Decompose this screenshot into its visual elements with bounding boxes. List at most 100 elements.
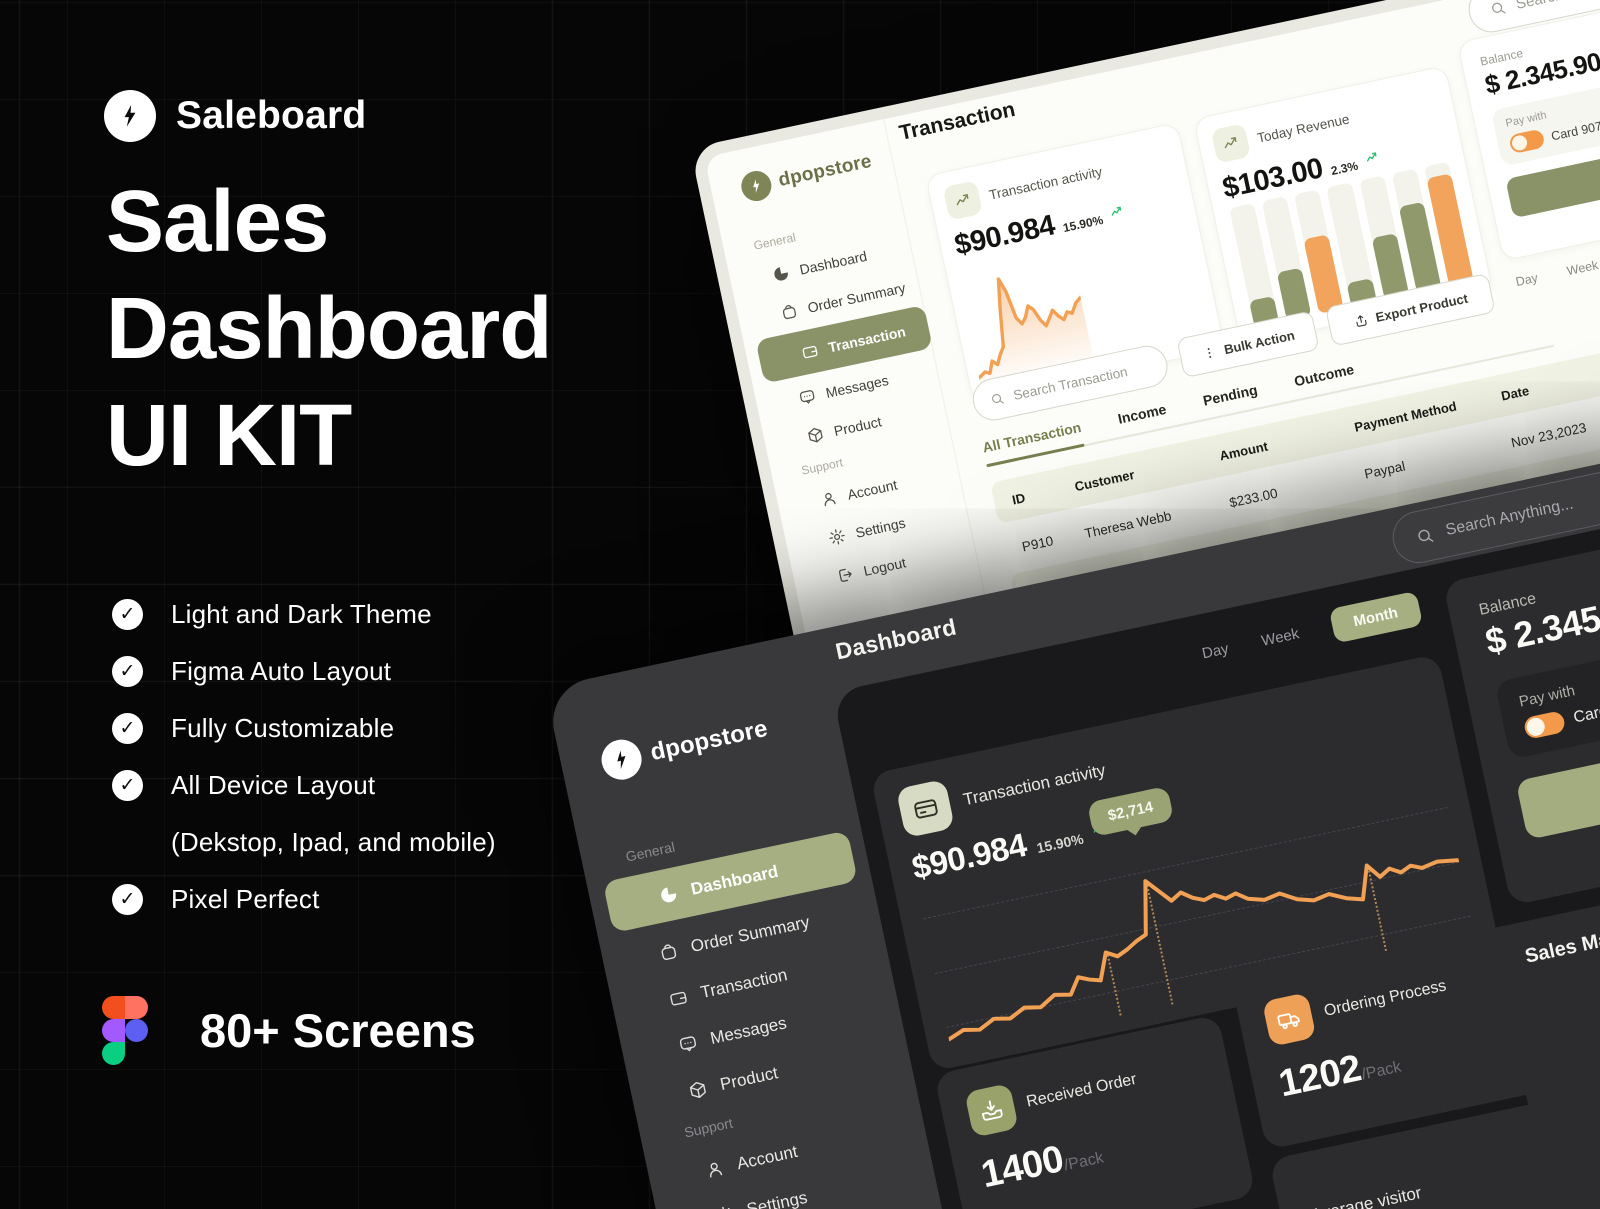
sidebar-item-order-summary[interactable]: Order Summary (747, 265, 923, 339)
store-name: dpopstore (648, 714, 771, 767)
user-icon (703, 1157, 727, 1181)
feature-item: (Dekstop, Ipad, and mobile) (112, 814, 496, 871)
sidebar-item-label: Messages (824, 371, 890, 401)
feature-item: ✓ Figma Auto Layout (112, 643, 496, 700)
period-month[interactable]: Month (1328, 590, 1423, 644)
search-input[interactable]: Search Anything... (1464, 0, 1600, 37)
sidebar-item-account[interactable]: Account (787, 452, 963, 526)
hero-title-line3: UI KIT (106, 387, 352, 484)
column-header-id: ID (1010, 489, 1027, 508)
period-week[interactable]: Week (1259, 625, 1301, 650)
main-content: DayWeekMonthYear Transaction activity $9… (832, 434, 1600, 1209)
bulk-action-label: Bulk Action (1222, 327, 1296, 357)
ordering-process-card: Ordering Process 1202 /Pack (1231, 921, 1561, 1151)
search-icon (988, 390, 1006, 408)
figma-icon (102, 996, 148, 1065)
tab-pending[interactable]: Pending (1201, 381, 1259, 409)
hero-title: Sales Dashboard UI KIT (106, 168, 552, 489)
feature-label: Pixel Perfect (171, 884, 320, 914)
card-toggle[interactable] (1508, 128, 1546, 155)
sidebar-item-settings[interactable]: Settings (795, 490, 971, 564)
sidebar-nav: General Dashboard Order Summary Transaction… (733, 201, 979, 602)
check-icon: ✓ (112, 884, 143, 915)
feature-label: Fully Customizable (171, 713, 395, 743)
period-day[interactable]: Day (1514, 270, 1540, 290)
screens-count: 80+ Screens (102, 996, 476, 1065)
ordering-value: 1202 (1275, 1047, 1365, 1106)
trend-up-icon (1363, 149, 1381, 167)
card-toggle[interactable] (1522, 710, 1567, 740)
search-placeholder: Search Anything... (1444, 495, 1575, 540)
sidebar-item-dashboard[interactable]: Dashboard (602, 830, 858, 934)
sidebar-item-transaction[interactable]: Transaction (624, 933, 878, 1031)
sidebar-item-order-summary[interactable]: Order Summary (615, 887, 869, 985)
gear-icon (826, 526, 847, 547)
activity-change: 15.90% (1035, 830, 1085, 857)
feature-label: (Dekstop, Ipad, and mobile) (171, 827, 496, 857)
tab-outcome[interactable]: Outcome (1292, 361, 1356, 390)
sidebar-item-settings[interactable]: Settings (671, 1150, 925, 1209)
sidebar-item-transaction[interactable]: Transaction (755, 304, 933, 384)
transaction-activity-card: Transaction activity $90.984 15.90% $2,7… (870, 653, 1501, 1072)
tab-income[interactable]: Income (1116, 400, 1168, 427)
screens-label: 80+ Screens (200, 1004, 476, 1057)
feature-label: Light and Dark Theme (171, 599, 432, 629)
chat-icon (676, 1032, 700, 1056)
bar-fill (1303, 234, 1345, 314)
feature-label: Figma Auto Layout (171, 656, 392, 686)
chat-icon (797, 386, 818, 407)
check-icon: ✓ (112, 770, 143, 801)
pie-icon (770, 263, 791, 284)
activity-line-chart: $2,714 (919, 785, 1475, 1051)
period-week[interactable]: Week (1565, 257, 1600, 279)
sidebar-item-label: Transaction (698, 964, 789, 1002)
sidebar-item-label: Logout (862, 553, 908, 579)
search-icon (1488, 0, 1508, 18)
search-transaction-input[interactable]: Search Transaction (968, 341, 1172, 425)
bulk-action-button[interactable]: Bulk Action (1176, 310, 1320, 379)
sidebar-item-product[interactable]: Product (644, 1025, 898, 1123)
sidebar-item-label: Product (718, 1062, 780, 1094)
feature-item: ✓ Light and Dark Theme (112, 586, 496, 643)
chart-marker (1105, 952, 1122, 1016)
chart-marker (1366, 865, 1389, 959)
check-icon: ✓ (112, 599, 143, 630)
chart-marker (1145, 880, 1174, 1005)
cell-id: P910 (1020, 532, 1055, 554)
light-dashboard-mockup: Transaction Search Anything... dpopstore… (690, 0, 1600, 755)
hero-title-line2: Dashboard (106, 280, 552, 377)
pie-icon (657, 883, 681, 907)
bag-icon (778, 301, 799, 322)
search-input[interactable]: Search Anything... (1387, 425, 1600, 568)
check-icon: ✓ (112, 713, 143, 744)
brand-logo: Saleboard (104, 90, 366, 142)
sidebar-item-messages[interactable]: Messages (634, 979, 888, 1077)
export-product-button[interactable]: Export Product (1325, 272, 1496, 347)
trend-up-icon (1108, 203, 1126, 221)
period-day[interactable]: Day (1200, 640, 1231, 663)
period-filter: DayWeekMonthYear (1199, 578, 1486, 672)
card-title: Average visitor (1309, 1183, 1424, 1209)
check-icon: ✓ (112, 656, 143, 687)
sidebar-item-label: Account (845, 475, 899, 503)
sidebar-item-label: Account (735, 1141, 800, 1173)
cube-icon (686, 1078, 710, 1102)
sidebar-item-label: Settings (853, 514, 907, 541)
sidebar-item-label: Product (832, 412, 883, 439)
sidebar-item-messages[interactable]: Messages (765, 350, 941, 424)
sidebar-item-product[interactable]: Product (773, 388, 949, 462)
sidebar-item-dashboard[interactable]: Dashboard (739, 227, 915, 301)
lightning-bolt-icon (104, 90, 156, 142)
credit-card-icon (895, 778, 956, 839)
tab-all-transaction[interactable]: All Transaction (981, 419, 1083, 456)
feature-item: ✓ Pixel Perfect (112, 871, 496, 928)
sidebar-item-account[interactable]: Account (661, 1104, 915, 1202)
sidebar-item-logout[interactable]: Logout (803, 528, 979, 602)
lightning-bolt-icon (597, 735, 646, 784)
truck-icon (1261, 992, 1317, 1047)
activity-value: $90.984 (951, 209, 1058, 262)
received-unit: /Pack (1062, 1149, 1106, 1175)
sidebar-nav: General Dashboard Order Summary Transaction… (595, 795, 925, 1209)
trend-icon (942, 180, 984, 221)
export-icon (1352, 311, 1370, 329)
